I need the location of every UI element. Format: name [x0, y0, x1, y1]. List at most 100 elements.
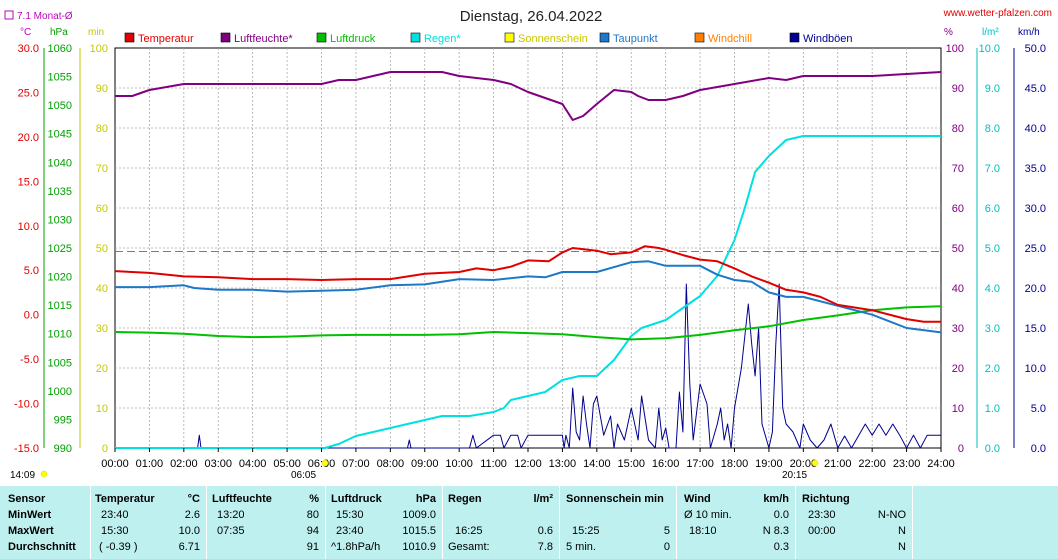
monthly-avg-label: 7.1 Monat-Ø — [17, 11, 73, 22]
x-tick-label: 03:00 — [204, 458, 232, 470]
x-tick-label: 20:00 — [790, 458, 818, 470]
summary-table: Sensor MinWert MaxWert Durchschnitt Temp… — [0, 486, 1058, 559]
x-tick-label: 12:00 — [514, 458, 542, 470]
wind-tick-label: 10.0 — [1025, 363, 1046, 375]
wind-unit: km/h — [763, 493, 789, 505]
wind-avg-value: 0.0 — [773, 509, 789, 521]
series-line-regen — [115, 135, 941, 449]
hum-tick-label: 60 — [952, 203, 964, 215]
luftdruck-header: Luftdruck — [331, 493, 382, 505]
regen-header: Regen — [448, 493, 482, 505]
x-tick-label: 07:00 — [342, 458, 370, 470]
sonnenschein-header: Sonnenschein min — [566, 493, 664, 505]
rain-tick-label: 4.0 — [985, 283, 1000, 295]
chart-grid — [114, 47, 942, 449]
x-tick-label: 02:00 — [170, 458, 198, 470]
temp-tick-label: 0.0 — [24, 310, 39, 322]
press-max-value: 1015.5 — [402, 525, 436, 537]
x-tick-label: 04:00 — [239, 458, 267, 470]
x-tick-label: 24:00 — [927, 458, 955, 470]
press-tick-label: 1035 — [48, 186, 72, 198]
luftdruck-unit: hPa — [415, 493, 436, 505]
sun-5min-label: 5 min. — [566, 541, 596, 553]
wind-tick-label: 20.0 — [1025, 283, 1046, 295]
x-tick-label: 09:00 — [411, 458, 439, 470]
sun-tick-label: 10 — [96, 403, 108, 415]
x-tick-label: 14:00 — [583, 458, 611, 470]
hum-tick-label: 0 — [958, 443, 964, 455]
regen-unit: l/m² — [533, 493, 553, 505]
website-label[interactable]: www.wetter-pfalzen.com — [943, 8, 1052, 19]
press-tick-label: 990 — [54, 443, 72, 455]
legend-swatch — [599, 32, 610, 43]
x-tick-label: 16:00 — [652, 458, 680, 470]
temperatur-column: Temperatur °C 23:40 2.6 15:30 10.0 ( -0.… — [91, 486, 206, 559]
wind-tick-label: 40.0 — [1025, 123, 1046, 135]
rain-total-value: 7.8 — [537, 541, 553, 553]
sun-unit-label: min — [88, 27, 104, 38]
hum-unit-label: % — [944, 27, 953, 38]
temp-max-time: 15:30 — [101, 525, 129, 537]
legend-label: Sonnenschein — [518, 33, 588, 45]
dir-max-time: 00:00 — [808, 525, 836, 537]
legend-label: Windchill — [708, 33, 752, 45]
hum-tick-label: 80 — [952, 123, 964, 135]
rain-tick-label: 2.0 — [985, 363, 1000, 375]
sensor-column: Sensor MinWert MaxWert Durchschnitt — [0, 486, 90, 559]
sun-tick-label: 20 — [96, 363, 108, 375]
temp-unit-label: °C — [20, 27, 31, 38]
rain-tick-label: 8.0 — [985, 123, 1000, 135]
x-tick-label: 17:00 — [686, 458, 714, 470]
hum-max-time: 07:35 — [217, 525, 245, 537]
wind-column: Wind km/h Ø 10 min. 0.0 18:10 N 8.3 0.3 — [677, 486, 795, 559]
hum-tick-label: 70 — [952, 163, 964, 175]
sun-tick-label: 100 — [90, 43, 108, 55]
wind-tick-label: 50.0 — [1025, 43, 1046, 55]
x-tick-label: 06:00 — [308, 458, 336, 470]
wind-mean-value: 0.3 — [773, 541, 789, 553]
sunrise-sun-icon — [321, 459, 329, 467]
temp-min-value: 2.6 — [184, 509, 200, 521]
rain-tick-label: 10.0 — [979, 43, 1000, 55]
rain-unit-label: l/m² — [982, 27, 999, 38]
press-tick-label: 1010 — [48, 329, 72, 341]
x-tick-label: 22:00 — [858, 458, 886, 470]
sun-tick-label: 30 — [96, 323, 108, 335]
rain-tick-label: 1.0 — [985, 403, 1000, 415]
series-lines — [114, 71, 942, 449]
sun-tick-label: 0 — [102, 443, 108, 455]
legend-swatch — [410, 32, 421, 43]
series-line-temperatur — [114, 245, 941, 323]
dir-max-value: N — [898, 525, 906, 537]
monthly-avg-marker-icon — [4, 10, 14, 20]
hum-tick-label: 100 — [946, 43, 964, 55]
wind-header: Wind — [684, 493, 711, 505]
legend-swatch — [789, 32, 800, 43]
sun-tick-label: 50 — [96, 243, 108, 255]
sun-tick-label: 80 — [96, 123, 108, 135]
sunset-sun-icon — [811, 459, 819, 467]
wind-tick-label: 5.0 — [1031, 403, 1046, 415]
rain-total-label: Gesamt: — [448, 541, 490, 553]
wind-tick-label: 25.0 — [1025, 243, 1046, 255]
sunrise-label: 06:05 — [291, 470, 316, 481]
legend-swatch — [220, 32, 231, 43]
press-tick-label: 1025 — [48, 243, 72, 255]
hum-tick-label: 20 — [952, 363, 964, 375]
rain-max-value: 0.6 — [537, 525, 553, 537]
press-unit-label: hPa — [50, 27, 68, 38]
dir-min-time: 23:30 — [808, 509, 836, 521]
sun-tick-label: 70 — [96, 163, 108, 175]
sun-tick-label: 60 — [96, 203, 108, 215]
x-tick-label: 05:00 — [273, 458, 301, 470]
rain-tick-label: 9.0 — [985, 83, 1000, 95]
press-avg-value: 1010.9 — [402, 541, 436, 553]
hum-tick-label: 30 — [952, 323, 964, 335]
press-tick-label: 995 — [54, 414, 72, 426]
temp-tick-label: -10.0 — [14, 399, 39, 411]
temp-tick-label: 25.0 — [18, 87, 39, 99]
temp-avg-extra: ( -0.39 ) — [99, 541, 138, 553]
wind-tick-label: 35.0 — [1025, 163, 1046, 175]
x-tick-label: 00:00 — [101, 458, 129, 470]
sensor-header: Sensor — [8, 493, 46, 505]
